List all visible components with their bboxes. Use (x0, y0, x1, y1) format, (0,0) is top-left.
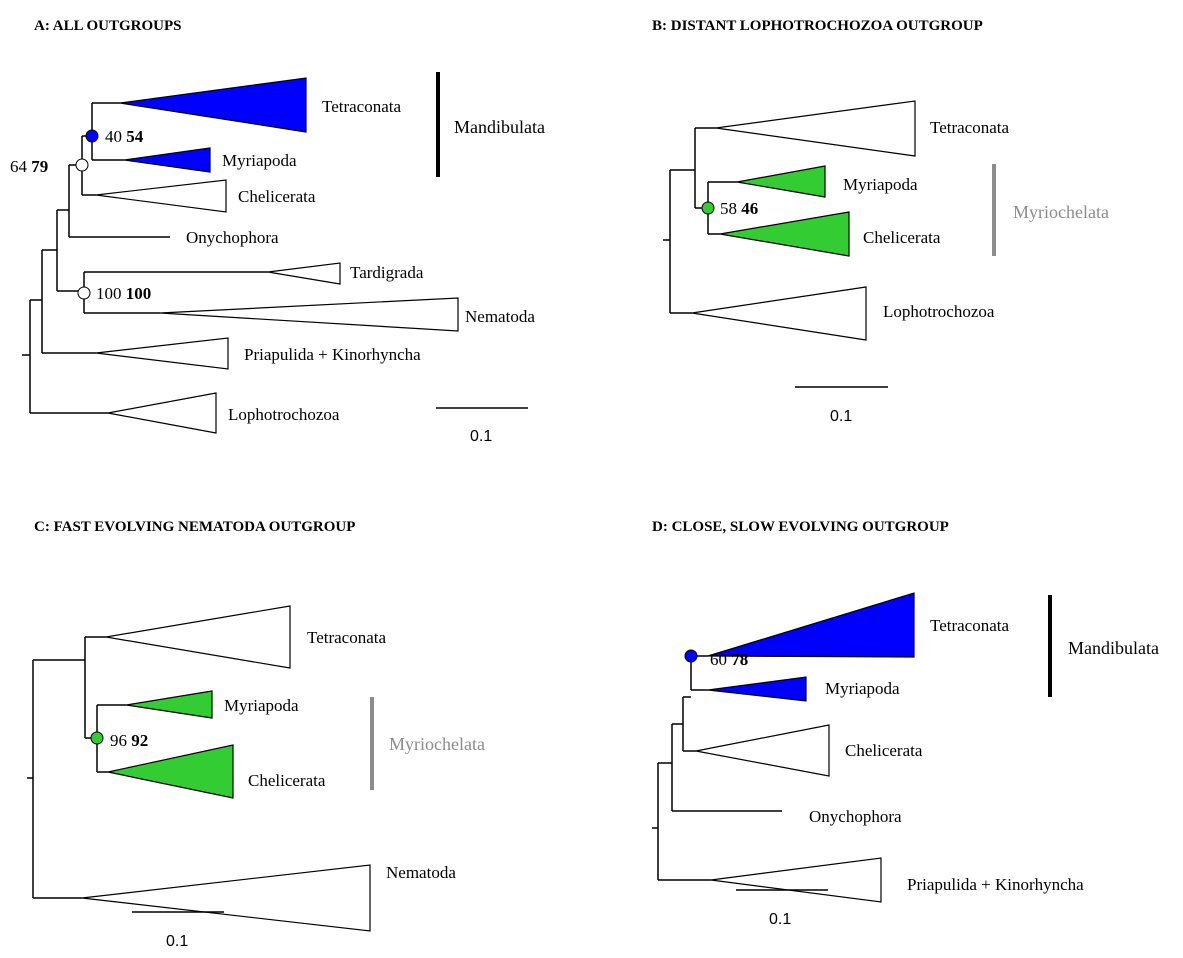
panel-c-scale-label: 0.1 (166, 933, 188, 950)
panel-a-node-tardigrada-nematoda (77, 286, 91, 300)
panel-a-label-nematoda: Nematoda (465, 307, 535, 326)
panel-b-label-lophotrochozoa: Lophotrochozoa (883, 302, 995, 321)
panel-b-title: B: DISTANT LOPHOTROCHOZOA OUTGROUP (652, 18, 983, 34)
panel-b-clade-label: Myriochelata (1013, 202, 1109, 222)
panel-d-tetraconata-clade (707, 592, 915, 658)
panel-b-branches (663, 127, 737, 314)
panel-d-chelicerata-clade (695, 724, 830, 777)
panel-d-label-chelicerata: Chelicerata (845, 741, 923, 760)
panel-b-label-tetraconata: Tetraconata (930, 118, 1009, 137)
panel-a-lophotrochozoa-clade (107, 392, 217, 434)
panel-d-priapulida-clade (710, 857, 882, 903)
panel-d-title: D: CLOSE, SLOW EVOLVING OUTGROUP (652, 519, 949, 535)
panel-b-scale-label: 0.1 (830, 408, 852, 425)
panel-b: B: DISTANT LOPHOTROCHOZOA OUTGROUP 58 46… (652, 18, 1109, 425)
panel-c-branches (27, 636, 126, 899)
panel-d-node-mandibulata (684, 649, 698, 663)
panel-b-lophotrochozoa-clade (691, 286, 867, 341)
panel-a-label-lophotrochozoa: Lophotrochozoa (228, 405, 340, 424)
panel-c-label-myriapoda: Myriapoda (224, 696, 299, 715)
panel-b-label-myriapoda: Myriapoda (843, 175, 918, 194)
panel-d: D: CLOSE, SLOW EVOLVING OUTGROUP 60 78 T… (652, 519, 1159, 928)
panel-a-support-1: 40 54 (105, 127, 144, 146)
panel-c-nematoda-clade (81, 864, 371, 932)
panel-b-tetraconata-clade (715, 100, 916, 157)
panel-b-support-1: 58 46 (720, 199, 758, 218)
panel-a-priapulida-clade (95, 337, 229, 370)
panel-c-chelicerata-clade (107, 744, 234, 799)
panel-d-label-myriapoda: Myriapoda (825, 679, 900, 698)
panel-a-myriapoda-clade (123, 147, 211, 173)
panel-b-chelicerata-clade (719, 211, 850, 257)
panel-a-label-chelicerata: Chelicerata (238, 187, 316, 206)
panel-a-label-tardigrada: Tardigrada (350, 263, 424, 282)
panel-a-scale-label: 0.1 (470, 428, 492, 445)
panel-a-tardigrada-clade (267, 262, 341, 285)
panel-d-label-tetraconata: Tetraconata (930, 616, 1009, 635)
panel-a-chelicerata-clade (95, 179, 227, 213)
panel-a-label-priapulida: Priapulida + Kinorhyncha (244, 345, 421, 364)
panel-d-myriapoda-clade (707, 676, 807, 702)
panel-d-label-onychophora: Onychophora (809, 807, 902, 826)
panel-c-label-chelicerata: Chelicerata (248, 771, 326, 790)
panel-a-label-onychophora: Onychophora (186, 228, 279, 247)
panel-b-myriapoda-clade (736, 165, 826, 198)
panel-a-tetraconata-clade (119, 77, 307, 133)
panel-d-support-1: 60 78 (710, 650, 748, 669)
panel-d-scale-label: 0.1 (769, 911, 791, 928)
panel-a-label-tetraconata: Tetraconata (322, 97, 401, 116)
panel-a-node-mandibulata (85, 129, 99, 143)
panel-d-branches (652, 655, 782, 881)
panel-c-label-nematoda: Nematoda (386, 863, 456, 882)
panel-a-label-myriapoda: Myriapoda (222, 151, 297, 170)
panel-c-myriapoda-clade (125, 690, 213, 719)
panel-a-branches (22, 102, 268, 414)
panel-a: A: ALL OUTGROUPS (10, 18, 545, 445)
panel-c-support-1: 96 92 (110, 731, 148, 750)
panel-b-label-chelicerata: Chelicerata (863, 228, 941, 247)
panel-a-title: A: ALL OUTGROUPS (34, 18, 182, 34)
panel-c: C: FAST EVOLVING NEMATODA OUTGROUP 96 92… (27, 519, 485, 950)
panel-a-node-arthropoda (75, 158, 89, 172)
panel-c-clade-label: Myriochelata (389, 734, 485, 754)
panel-c-tetraconata-clade (105, 605, 291, 669)
panel-a-nematoda-clade (159, 297, 459, 332)
panel-d-clade-label: Mandibulata (1068, 638, 1159, 658)
panel-d-label-priapulida: Priapulida + Kinorhyncha (907, 875, 1084, 894)
panel-c-title: C: FAST EVOLVING NEMATODA OUTGROUP (34, 519, 355, 535)
panel-b-node-myriochelata (701, 201, 715, 215)
panel-a-clade-label: Mandibulata (454, 117, 545, 137)
panel-a-support-3: 100 100 (96, 284, 151, 303)
panel-c-label-tetraconata: Tetraconata (307, 628, 386, 647)
panel-c-node-myriochelata (90, 731, 104, 745)
panel-a-support-2: 64 79 (10, 157, 48, 176)
